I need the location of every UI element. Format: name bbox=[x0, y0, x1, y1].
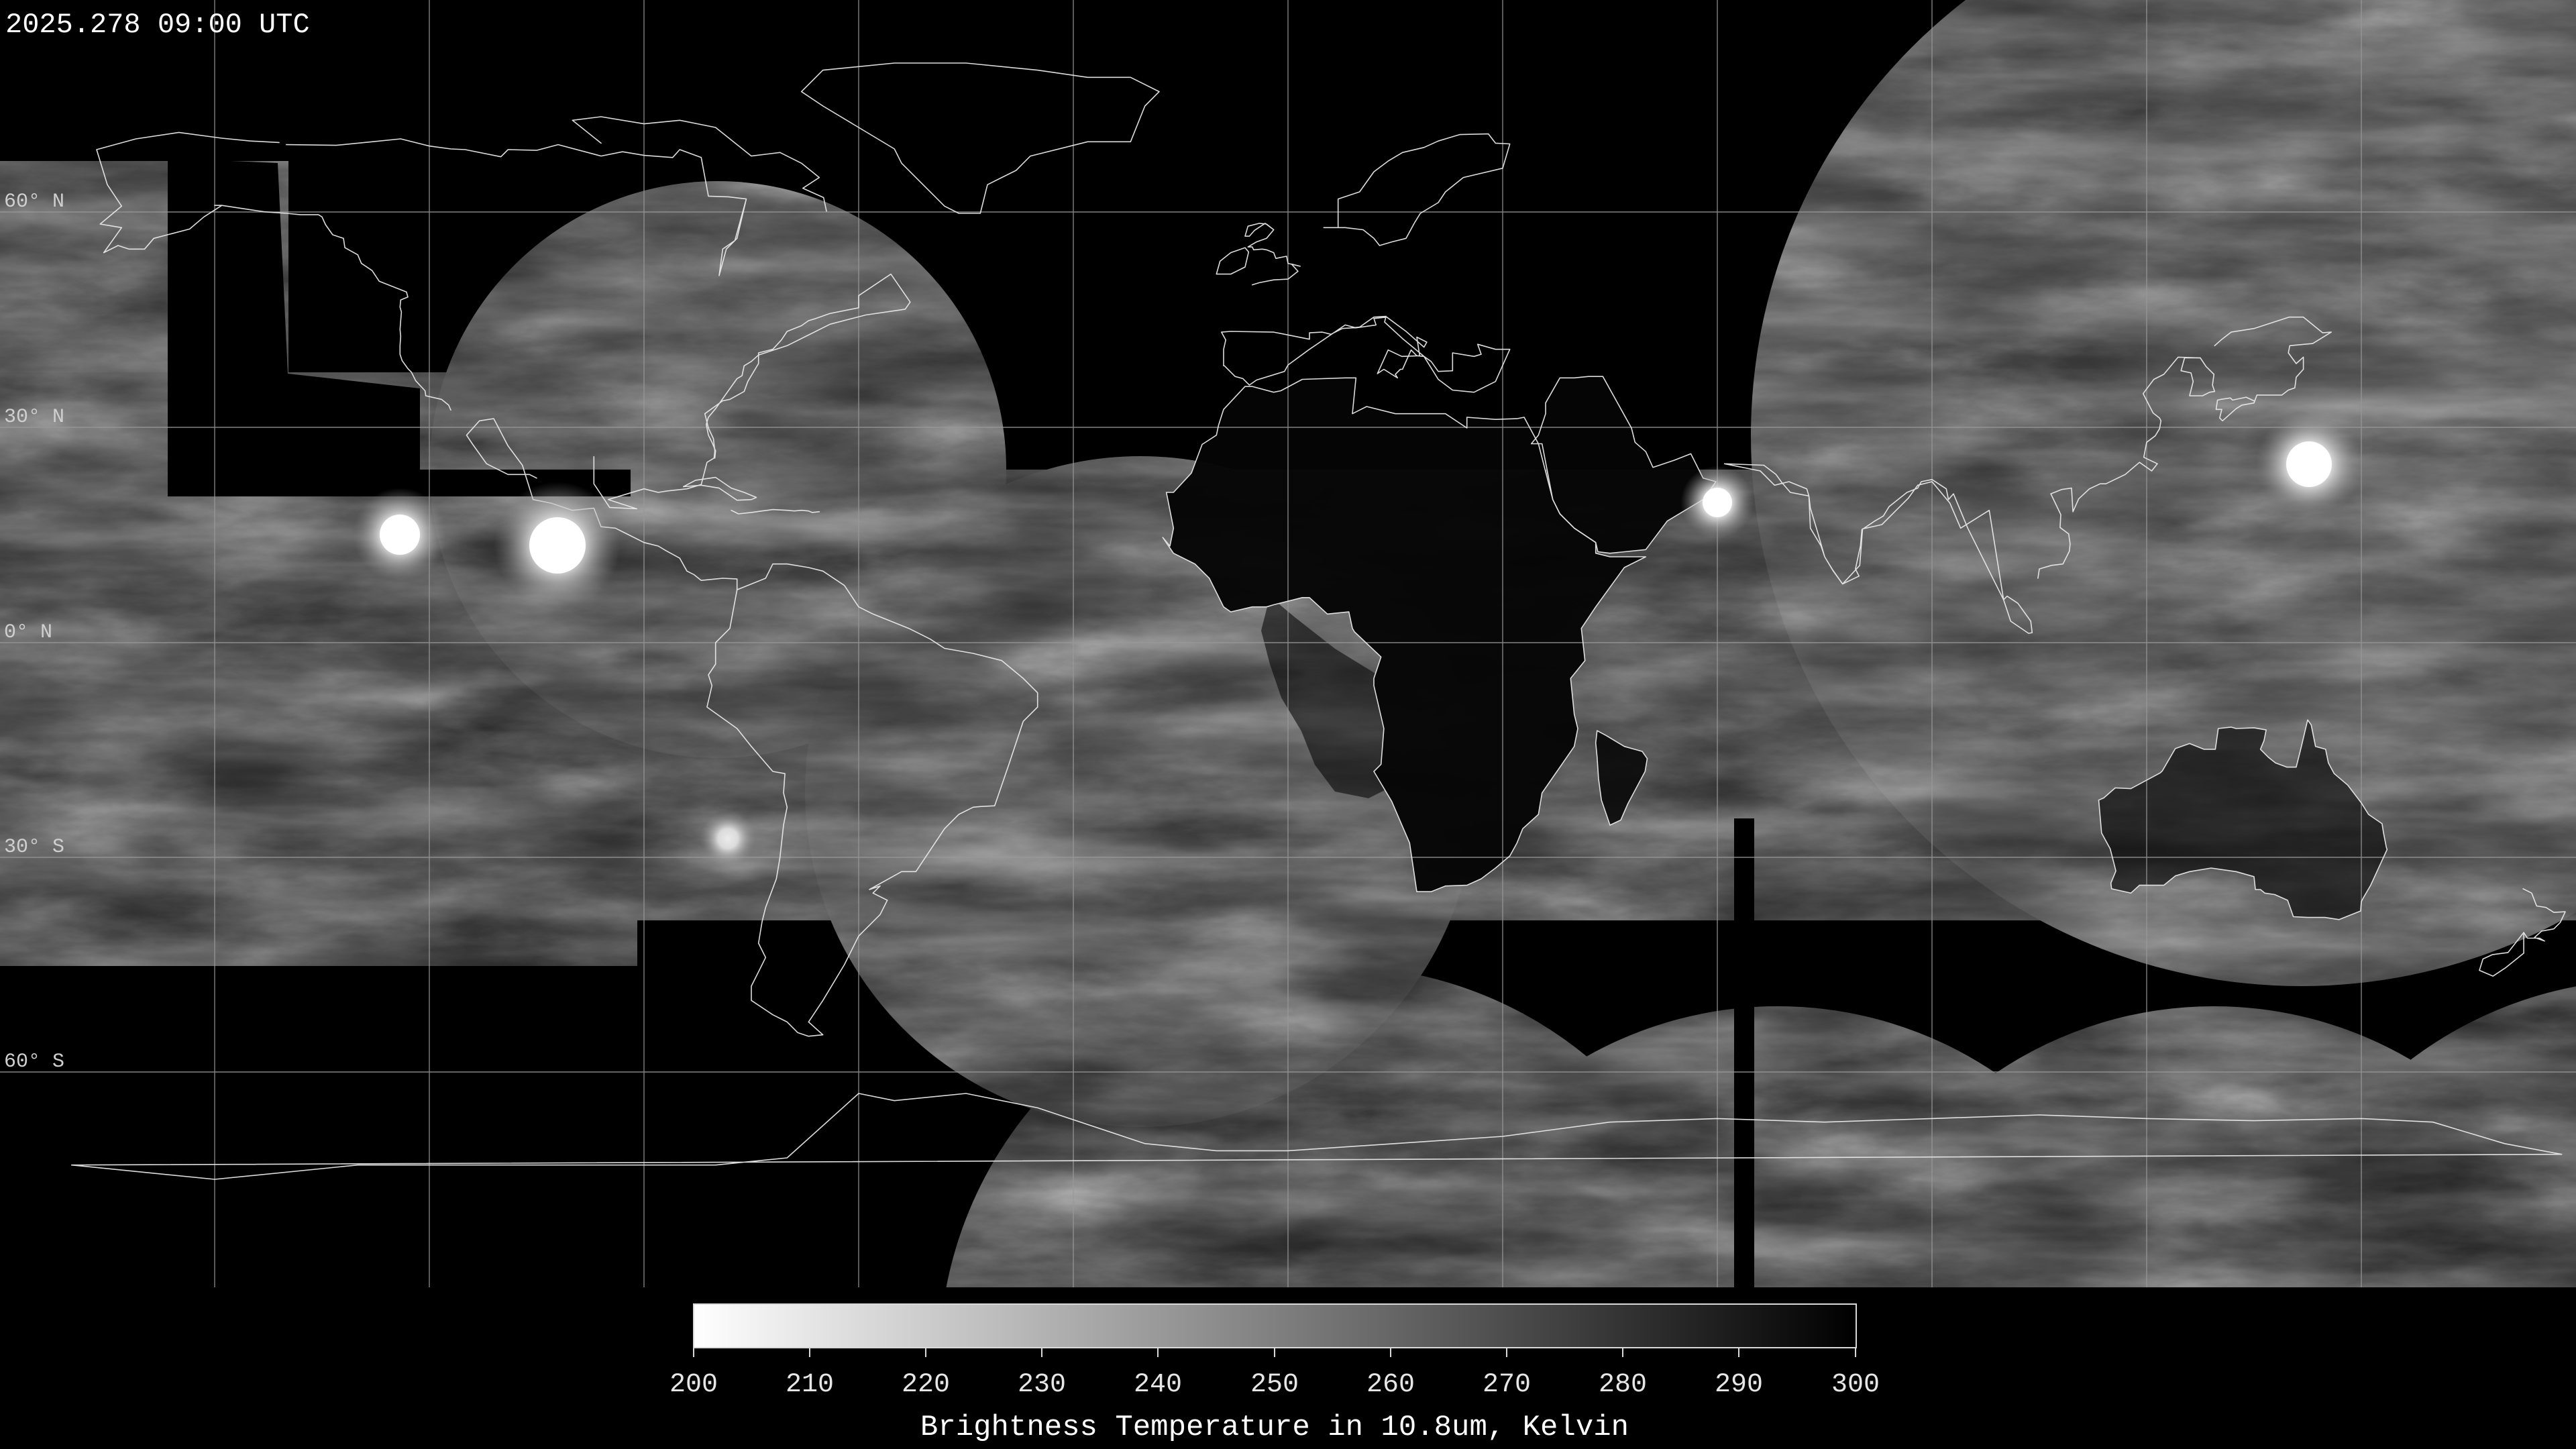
svg-text:210: 210 bbox=[786, 1370, 834, 1400]
svg-text:230: 230 bbox=[1018, 1370, 1066, 1400]
svg-text:30° S: 30° S bbox=[4, 836, 64, 859]
svg-text:Brightness Temperature in 10.8: Brightness Temperature in 10.8um, Kelvin bbox=[920, 1411, 1629, 1444]
svg-text:2025.278 09:00 UTC: 2025.278 09:00 UTC bbox=[5, 9, 310, 41]
svg-text:270: 270 bbox=[1483, 1370, 1531, 1400]
svg-text:290: 290 bbox=[1715, 1370, 1763, 1400]
svg-text:220: 220 bbox=[902, 1370, 950, 1400]
svg-text:280: 280 bbox=[1599, 1370, 1647, 1400]
svg-text:200: 200 bbox=[669, 1370, 718, 1400]
svg-text:260: 260 bbox=[1366, 1370, 1415, 1400]
svg-text:250: 250 bbox=[1250, 1370, 1299, 1400]
svg-text:0° N: 0° N bbox=[4, 621, 52, 644]
svg-text:60° S: 60° S bbox=[4, 1051, 64, 1073]
svg-text:240: 240 bbox=[1134, 1370, 1182, 1400]
svg-text:300: 300 bbox=[1831, 1370, 1880, 1400]
svg-text:30° N: 30° N bbox=[4, 406, 64, 429]
svg-text:60° N: 60° N bbox=[4, 191, 64, 213]
